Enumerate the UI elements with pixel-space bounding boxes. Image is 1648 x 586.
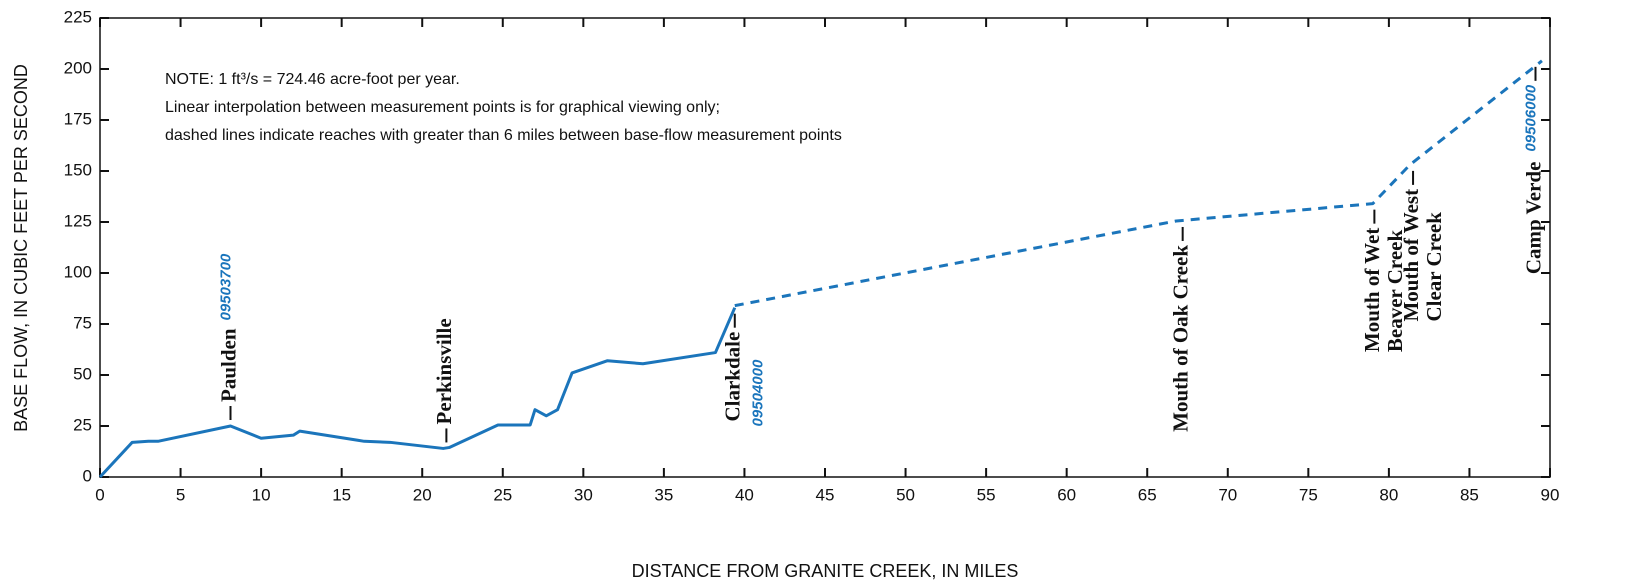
data-line [734, 59, 1543, 308]
x-tick-label: 10 [252, 485, 271, 504]
site-label: Mouth of West [1399, 189, 1423, 322]
x-tick-label: 55 [977, 485, 996, 504]
y-tick-label: 150 [64, 160, 92, 179]
x-tick-label: 80 [1379, 485, 1398, 504]
y-tick-label: 225 [64, 7, 92, 26]
y-tick-label: 25 [73, 415, 92, 434]
x-tick-label: 65 [1138, 485, 1157, 504]
y-tick-label: 100 [64, 262, 92, 281]
site-label: Paulden [216, 328, 240, 402]
x-tick-label: 90 [1541, 485, 1560, 504]
y-tick-label: 75 [73, 313, 92, 332]
x-tick-label: 50 [896, 485, 915, 504]
x-tick-label: 20 [413, 485, 432, 504]
y-tick-label: 175 [64, 109, 92, 128]
x-tick-label: 5 [176, 485, 185, 504]
x-tick-label: 40 [735, 485, 754, 504]
site-label: Beaver Creek [1383, 230, 1407, 353]
site-label: Clear Creek [1422, 212, 1446, 322]
x-tick-label: 60 [1057, 485, 1076, 504]
x-axis-title: DISTANCE FROM GRANITE CREEK, IN MILES [632, 561, 1019, 581]
site-label: Camp Verde [1521, 162, 1545, 275]
x-tick-label: 0 [95, 485, 104, 504]
x-tick-label: 35 [654, 485, 673, 504]
site-label: Clarkdale [721, 332, 745, 422]
x-tick-label: 70 [1218, 485, 1237, 504]
note-line: Linear interpolation between measurement… [165, 99, 720, 116]
x-tick-label: 25 [493, 485, 512, 504]
site-label: Mouth of Oak Creek [1168, 245, 1192, 432]
y-tick-label: 200 [64, 58, 92, 77]
x-tick-label: 30 [574, 485, 593, 504]
note-line: NOTE: 1 ft³/s = 724.46 acre-foot per yea… [165, 71, 460, 88]
y-tick-label: 50 [73, 364, 92, 383]
x-tick-label: 15 [332, 485, 351, 504]
y-tick-label: 0 [83, 466, 92, 485]
data-line [98, 307, 737, 479]
y-tick-label: 125 [64, 211, 92, 230]
x-tick-label: 45 [816, 485, 835, 504]
site-label: Mouth of Wet [1360, 228, 1384, 352]
x-tick-label: 75 [1299, 485, 1318, 504]
station-label: 09504000 [750, 359, 767, 426]
y-axis-title: BASE FLOW, IN CUBIC FEET PER SECOND [11, 64, 31, 432]
station-label: 09506000 [1522, 84, 1539, 151]
site-label: Perkinsville [432, 318, 456, 424]
x-tick-label: 85 [1460, 485, 1479, 504]
note-line: dashed lines indicate reaches with great… [165, 127, 842, 144]
station-label: 09503700 [217, 253, 234, 320]
